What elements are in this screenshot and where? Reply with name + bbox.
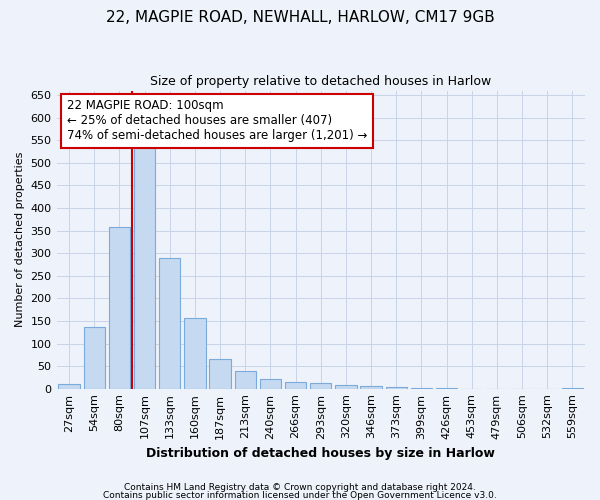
Bar: [260, 378, 281, 388]
X-axis label: Distribution of detached houses by size in Harlow: Distribution of detached houses by size …: [146, 447, 495, 460]
Text: Contains public sector information licensed under the Open Government Licence v3: Contains public sector information licen…: [103, 490, 497, 500]
Bar: [209, 360, 231, 388]
Bar: [310, 384, 331, 388]
Bar: [83, 327, 105, 388]
Text: 22, MAGPIE ROAD, NEWHALL, HARLOW, CM17 9GB: 22, MAGPIE ROAD, NEWHALL, HARLOW, CM17 9…: [106, 10, 494, 25]
Text: Contains HM Land Registry data © Crown copyright and database right 2024.: Contains HM Land Registry data © Crown c…: [124, 484, 476, 492]
Bar: [159, 258, 181, 388]
Text: 22 MAGPIE ROAD: 100sqm
← 25% of detached houses are smaller (407)
74% of semi-de: 22 MAGPIE ROAD: 100sqm ← 25% of detached…: [67, 100, 367, 142]
Bar: [184, 318, 206, 388]
Bar: [235, 371, 256, 388]
Bar: [335, 384, 356, 388]
Bar: [134, 147, 155, 388]
Bar: [361, 386, 382, 388]
Y-axis label: Number of detached properties: Number of detached properties: [15, 152, 25, 328]
Bar: [109, 227, 130, 388]
Title: Size of property relative to detached houses in Harlow: Size of property relative to detached ho…: [150, 75, 491, 88]
Bar: [285, 382, 307, 388]
Bar: [58, 384, 80, 388]
